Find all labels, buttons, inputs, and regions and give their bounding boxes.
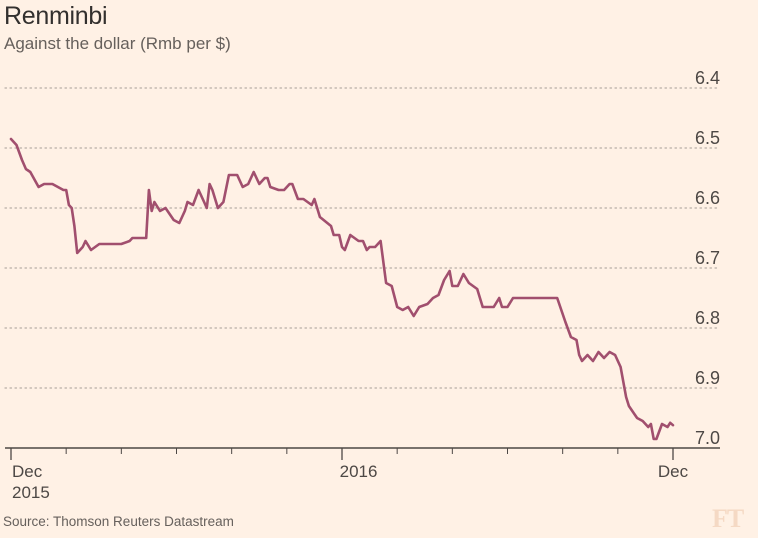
x-tick-label: Dec bbox=[12, 462, 43, 481]
source-note: Source: Thomson Reuters Datastream bbox=[3, 514, 234, 529]
chart-title: Renminbi bbox=[4, 2, 108, 30]
x-tick-label: Dec bbox=[658, 462, 689, 481]
x-tick-label: 2016 bbox=[340, 462, 378, 481]
series-layer bbox=[9, 137, 675, 441]
x-tick-label-year: 2015 bbox=[12, 483, 50, 502]
y-tick-label: 6.7 bbox=[695, 248, 720, 268]
ft-logo: FT bbox=[712, 504, 744, 533]
gridlines bbox=[4, 87, 721, 389]
chart-subtitle: Against the dollar (Rmb per $) bbox=[4, 34, 231, 53]
y-axis-labels: 6.4 6.5 6.6 6.7 6.8 6.9 7.0 bbox=[695, 68, 720, 448]
y-tick-label: 6.9 bbox=[695, 368, 720, 388]
y-tick-label: 6.8 bbox=[695, 308, 720, 328]
x-axis-labels: Dec 2015 2016 Dec bbox=[12, 462, 689, 502]
y-tick-label: 6.5 bbox=[695, 128, 720, 148]
y-tick-label: 6.4 bbox=[695, 68, 720, 88]
y-tick-label: 7.0 bbox=[695, 428, 720, 448]
y-tick-label: 6.6 bbox=[695, 188, 720, 208]
x-axis bbox=[5, 447, 720, 460]
series-line bbox=[9, 137, 675, 441]
